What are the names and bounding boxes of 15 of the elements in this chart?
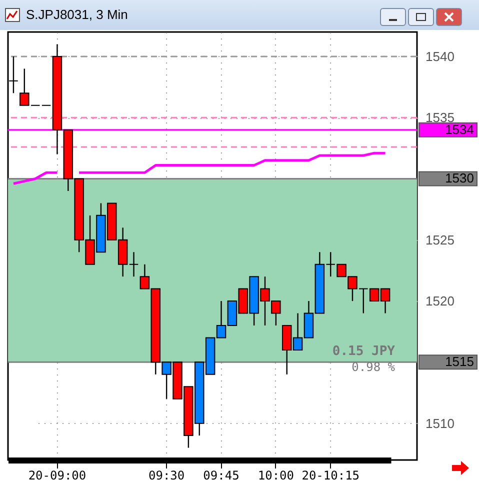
x-tick-label: 10:00 — [258, 468, 294, 482]
ref-line-label: 1515 — [445, 354, 474, 370]
ref-line-label: 1530 — [445, 170, 474, 186]
annotation: 0.98 % — [352, 360, 396, 374]
y-tick-label: 1540 — [426, 48, 454, 64]
y-tick-label: 1510 — [426, 416, 454, 431]
x-tick-label: 20-10:15 — [302, 468, 360, 482]
y-tick-label: 1525 — [426, 232, 454, 248]
x-tick-label: 20-09:00 — [28, 468, 86, 482]
x-tick-label: 09:30 — [148, 468, 185, 482]
chart-title: S.JPJ8031, 3 Min — [26, 7, 128, 22]
x-tick-label: 09:45 — [203, 468, 240, 482]
candlestick — [128, 252, 139, 278]
annotation: 0.15 JPY — [332, 344, 396, 359]
y-tick-label: 1520 — [426, 294, 454, 309]
